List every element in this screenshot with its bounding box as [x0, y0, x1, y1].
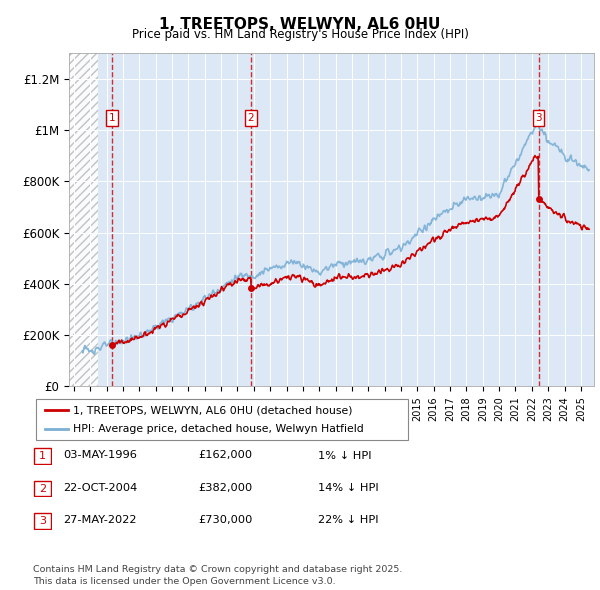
Text: 03-MAY-1996: 03-MAY-1996: [63, 451, 137, 460]
Text: 2: 2: [247, 113, 254, 123]
Text: 2: 2: [39, 484, 46, 493]
Text: £162,000: £162,000: [198, 451, 252, 460]
Text: 1: 1: [39, 451, 46, 461]
Text: 27-MAY-2022: 27-MAY-2022: [63, 516, 137, 525]
FancyBboxPatch shape: [34, 480, 51, 497]
Text: 14% ↓ HPI: 14% ↓ HPI: [318, 483, 379, 493]
Text: 1% ↓ HPI: 1% ↓ HPI: [318, 451, 371, 460]
Text: 1, TREETOPS, WELWYN, AL6 0HU: 1, TREETOPS, WELWYN, AL6 0HU: [160, 17, 440, 31]
Text: 22% ↓ HPI: 22% ↓ HPI: [318, 516, 379, 525]
Text: HPI: Average price, detached house, Welwyn Hatfield: HPI: Average price, detached house, Welw…: [73, 424, 364, 434]
Text: Contains HM Land Registry data © Crown copyright and database right 2025.
This d: Contains HM Land Registry data © Crown c…: [33, 565, 403, 586]
Text: 1, TREETOPS, WELWYN, AL6 0HU (detached house): 1, TREETOPS, WELWYN, AL6 0HU (detached h…: [73, 405, 353, 415]
Bar: [69, 53, 98, 386]
FancyBboxPatch shape: [34, 513, 51, 529]
Text: 1: 1: [109, 113, 115, 123]
Text: £730,000: £730,000: [198, 516, 253, 525]
Text: 3: 3: [535, 113, 542, 123]
Text: Price paid vs. HM Land Registry's House Price Index (HPI): Price paid vs. HM Land Registry's House …: [131, 28, 469, 41]
Text: 3: 3: [39, 516, 46, 526]
FancyBboxPatch shape: [36, 399, 408, 440]
Text: £382,000: £382,000: [198, 483, 252, 493]
Text: 22-OCT-2004: 22-OCT-2004: [63, 483, 137, 493]
FancyBboxPatch shape: [34, 448, 51, 464]
